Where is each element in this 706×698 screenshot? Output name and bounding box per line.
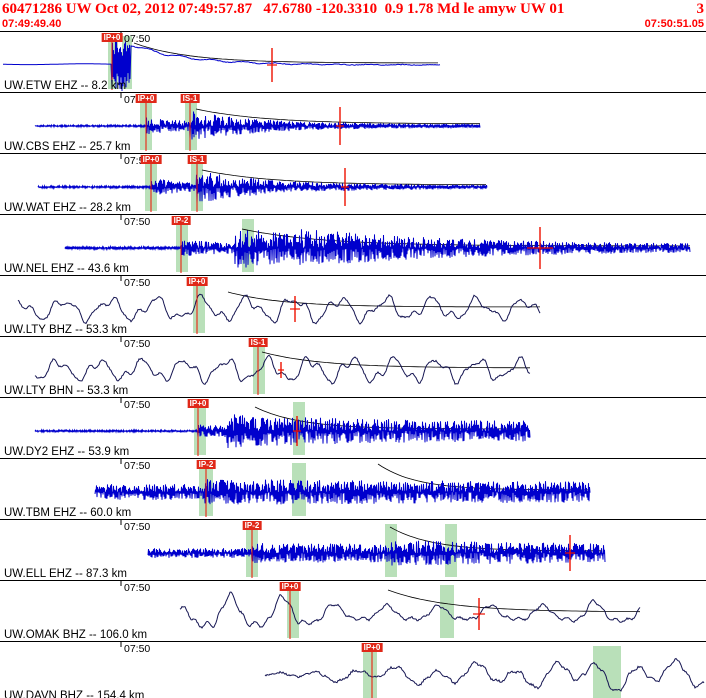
station-label: UW.TBM EHZ -- 60.0 km	[4, 507, 132, 519]
phase-pick-label[interactable]: IS-1	[180, 94, 200, 103]
pick-uncertainty-band	[193, 280, 205, 333]
phase-pick-label[interactable]: IS-1	[248, 338, 268, 347]
amplitude-marker[interactable]	[341, 168, 349, 206]
station-label: UW.LTY BHZ -- 53.3 km	[4, 324, 127, 336]
time-tick-label: 07:50	[124, 338, 151, 350]
pick-uncertainty-band	[253, 341, 265, 394]
trace-panel[interactable]: 07:50 UW.LTY BHN -- 53.3 km IS-1	[0, 336, 706, 397]
phase-pick-label[interactable]: IP+0	[135, 94, 157, 103]
window-end-time: 07:50:51.05	[644, 18, 704, 30]
waveform-trace[interactable]	[34, 111, 481, 140]
station-label: UW.WAT EHZ -- 28.2 km	[4, 202, 131, 214]
pick-uncertainty-band	[363, 646, 377, 698]
waveform-trace[interactable]	[179, 591, 641, 629]
station-label: UW.LTY BHN -- 53.3 km	[4, 385, 129, 397]
waveform-trace[interactable]	[94, 479, 591, 505]
time-tick-label: 07:50	[124, 399, 151, 411]
waveform-trace[interactable]	[34, 354, 531, 385]
station-label: UW.CBS EHZ -- 25.7 km	[4, 141, 131, 153]
waveform-trace[interactable]	[147, 540, 606, 566]
coda-decay-curve	[261, 351, 530, 369]
trace-plot[interactable]	[0, 276, 706, 336]
trace-plot[interactable]	[0, 32, 706, 92]
amplitude-marker[interactable]	[278, 362, 284, 378]
time-tick-label: 07:50	[124, 643, 151, 655]
trace-panel[interactable]: 07:50 UW.TBM EHZ -- 60.0 km IP-2	[0, 458, 706, 519]
phase-pick-label[interactable]: IP+0	[361, 643, 383, 652]
trace-plot[interactable]	[0, 520, 706, 580]
phase-pick-label[interactable]: IP-2	[242, 521, 262, 530]
trace-plot[interactable]	[0, 154, 706, 214]
phase-pick-label[interactable]: IP-2	[171, 216, 191, 225]
pick-uncertainty-band	[440, 585, 454, 638]
trace-panel[interactable]: 07:50 UW.LTY BHZ -- 53.3 km IP+0	[0, 275, 706, 336]
waveform-trace[interactable]	[3, 39, 441, 92]
waveform-trace[interactable]	[64, 229, 691, 268]
phase-pick-label[interactable]: IP+0	[279, 582, 301, 591]
phase-pick-label[interactable]: IP+0	[186, 277, 208, 286]
time-window-bar: 07:49:49.40 07:50:51.05	[0, 18, 706, 31]
trace-plot[interactable]	[0, 459, 706, 519]
waveform-trace[interactable]	[37, 172, 488, 204]
trace-panel[interactable]: 07:50 UW.OMAK BHZ -- 106.0 km IP+0	[0, 580, 706, 641]
coda-decay-curve	[227, 291, 540, 308]
phase-pick-label[interactable]: IS-1	[187, 155, 207, 164]
time-tick-label: 07:50	[124, 277, 151, 289]
coda-decay-curve	[195, 108, 480, 125]
window-start-time: 07:49:49.40	[2, 18, 62, 30]
coda-decay-curve	[387, 589, 641, 613]
time-tick-label: 07:50	[124, 582, 151, 594]
trace-plot[interactable]	[0, 642, 706, 698]
trace-panel[interactable]: 07:50 UW.WAT EHZ -- 28.2 km IP+0 IS-1	[0, 153, 706, 214]
trace-panel[interactable]: 07:50 UW.DAVN BHZ -- 154.4 km IP+0	[0, 641, 706, 698]
phase-pick-label[interactable]: IP+0	[187, 399, 209, 408]
trace-panel[interactable]: 07:50 UW.ETW EHZ -- 8.2 km IP+0	[0, 31, 706, 92]
amplitude-marker[interactable]	[565, 535, 575, 571]
trace-plot[interactable]	[0, 93, 706, 153]
amplitude-marker[interactable]	[336, 107, 344, 145]
station-label: UW.ELL EHZ -- 87.3 km	[4, 568, 127, 580]
amplitude-marker[interactable]	[267, 48, 277, 82]
trace-plot[interactable]	[0, 337, 706, 397]
trace-panel[interactable]: 07:50 UW.DY2 EHZ -- 53.9 km IP+0	[0, 397, 706, 458]
trace-plot[interactable]	[0, 215, 706, 275]
time-tick-label: 07:50	[124, 33, 151, 45]
trace-plot[interactable]	[0, 398, 706, 458]
waveform-trace[interactable]	[264, 657, 705, 692]
event-header: 60471286 UW Oct 02, 2012 07:49:57.87 47.…	[0, 0, 706, 18]
amplitude-marker[interactable]	[293, 416, 301, 446]
station-label: UW.DAVN BHZ -- 154.4 km	[4, 690, 145, 698]
time-tick-label: 07:50	[124, 216, 151, 228]
station-label: UW.ETW EHZ -- 8.2 km	[4, 80, 127, 92]
trace-panel[interactable]: 07:50 UW.NEL EHZ -- 43.6 km IP-2	[0, 214, 706, 275]
trace-panel[interactable]: 07:50 UW.ELL EHZ -- 87.3 km IP-2	[0, 519, 706, 580]
waveform-trace[interactable]	[34, 414, 531, 449]
trace-plot[interactable]	[0, 581, 706, 641]
waveform-trace[interactable]	[17, 293, 541, 325]
amplitude-marker[interactable]	[290, 296, 300, 322]
station-label: UW.DY2 EHZ -- 53.9 km	[4, 446, 130, 458]
time-tick-label: 07:50	[124, 460, 151, 472]
station-label: UW.OMAK BHZ -- 106.0 km	[4, 629, 148, 641]
amplitude-marker[interactable]	[473, 598, 485, 630]
amplitude-marker[interactable]	[527, 227, 553, 269]
phase-pick-label[interactable]: IP+0	[101, 33, 123, 42]
phase-pick-label[interactable]: IP-2	[196, 460, 216, 469]
station-label: UW.NEL EHZ -- 43.6 km	[4, 263, 129, 275]
phase-pick-label[interactable]: IP+0	[140, 155, 162, 164]
event-summary-text: 60471286 UW Oct 02, 2012 07:49:57.87 47.…	[2, 1, 565, 17]
event-flag: 3	[696, 1, 705, 17]
coda-decay-curve	[201, 169, 486, 186]
trace-panel-list: 07:50 UW.ETW EHZ -- 8.2 km IP+0 07:50 UW…	[0, 31, 706, 698]
coda-decay-curve	[133, 42, 438, 64]
time-tick-label: 07:50	[124, 521, 151, 533]
trace-panel[interactable]: 07:50 UW.CBS EHZ -- 25.7 km IP+0IS-1	[0, 92, 706, 153]
